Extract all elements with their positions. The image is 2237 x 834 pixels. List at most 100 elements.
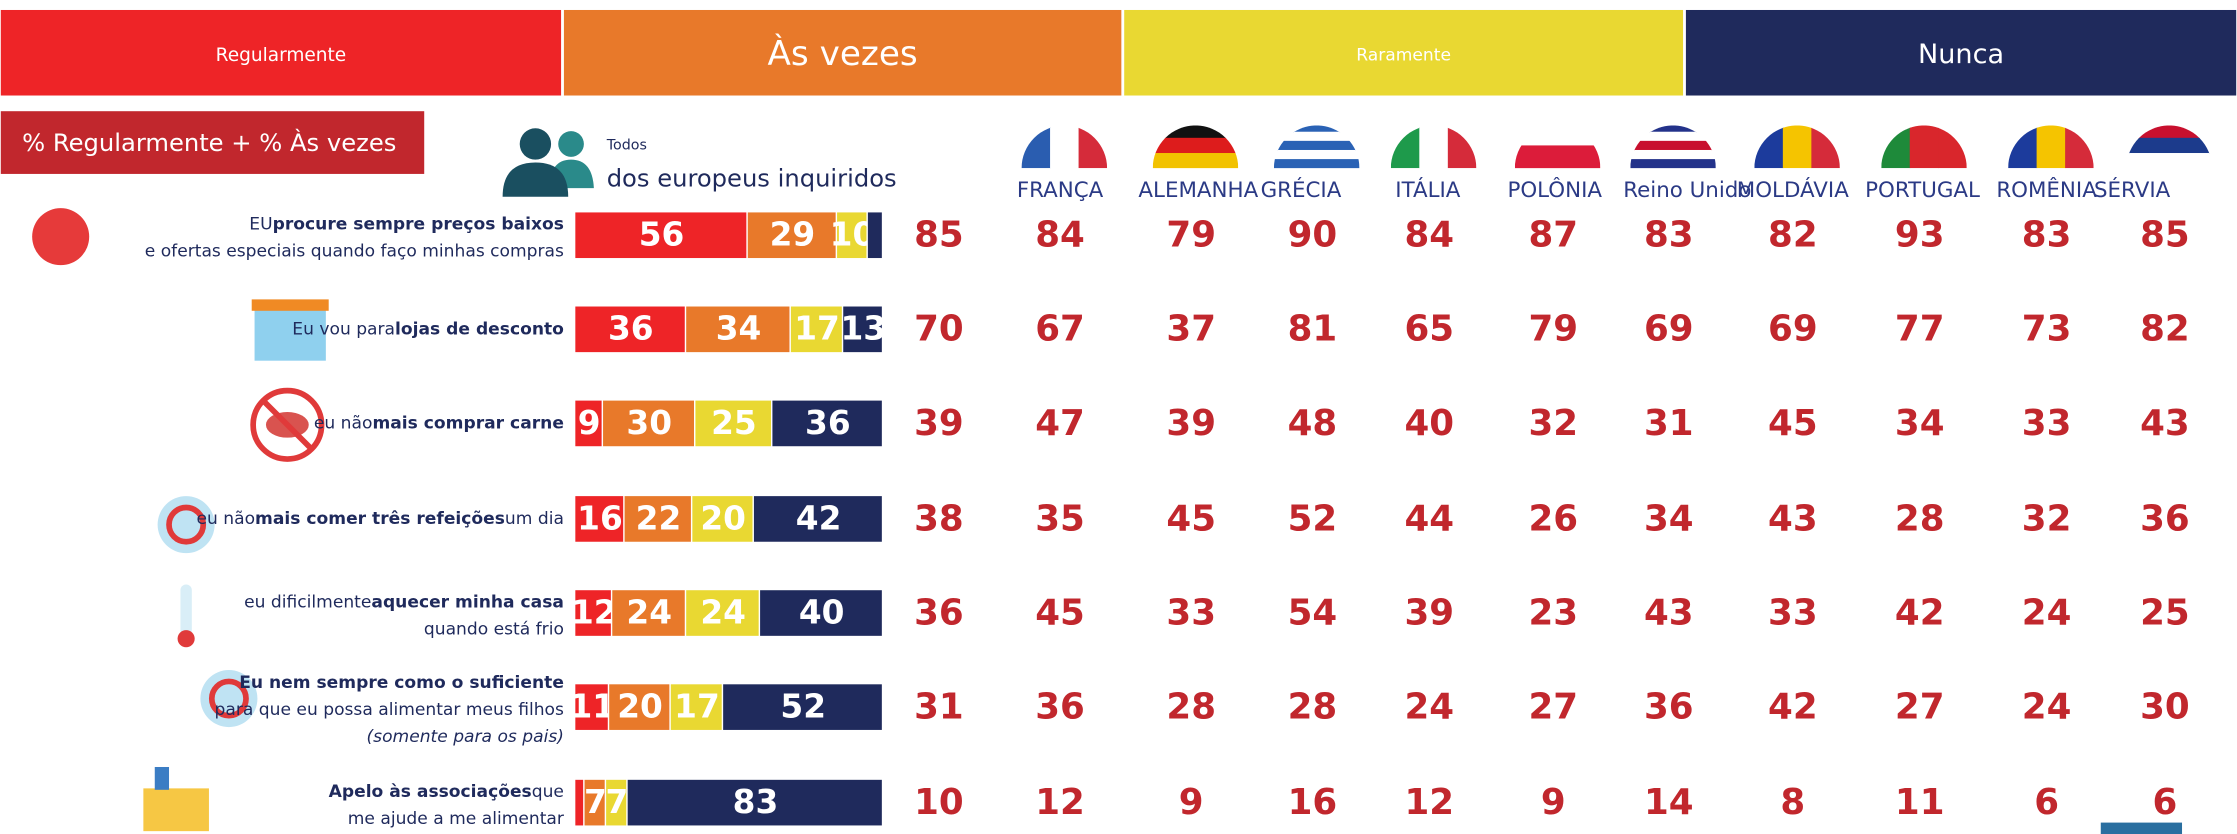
country-value: 35: [1035, 498, 1085, 539]
bar-label: 34: [716, 310, 762, 348]
flag-stripe: [2126, 137, 2212, 154]
flag-stripe: [1811, 125, 1840, 169]
country-label: ALEMANHA: [1138, 178, 1258, 203]
row-label-part: para que eu possa alimentar meus filhos: [215, 700, 564, 720]
row-label: eu nãomais comer três refeiçõesum dia: [196, 509, 563, 529]
total-value: 85: [914, 215, 964, 256]
country-value: 32: [2022, 498, 2072, 539]
country-value: 24: [2022, 687, 2072, 728]
bar-label: 13: [840, 310, 886, 348]
flag-stripe: [1754, 125, 1784, 169]
row-label-part: Apelo às associações: [329, 782, 532, 802]
country-value: 40: [1405, 403, 1455, 444]
country-value: 26: [1529, 498, 1579, 539]
flag-stripe: [1273, 140, 1360, 151]
bar-segment: [575, 306, 685, 353]
country-label: PORTUGAL: [1865, 178, 1980, 203]
bar-segment: [686, 306, 790, 353]
country-value: 82: [2140, 309, 2190, 350]
bar-label: 9: [578, 404, 601, 442]
country-value: 48: [1288, 403, 1338, 444]
flag-stripe: [1881, 125, 1911, 169]
total-value: 36: [914, 592, 964, 633]
row-label-part: e ofertas especiais quando faço minhas c…: [145, 242, 564, 262]
row-label-part: lojas de desconto: [395, 319, 564, 339]
row-label-part: Eu vou para: [292, 319, 395, 339]
country-value: 12: [1035, 782, 1085, 823]
country-label: MOLDÁVIA: [1737, 177, 1849, 203]
bar-label: 56: [639, 216, 685, 254]
bar-segment: [624, 496, 691, 542]
flag: [1881, 125, 1967, 169]
legend-swatch: [1124, 9, 1684, 96]
bar-segment: [627, 779, 882, 826]
country-value: 81: [1288, 309, 1338, 350]
bar-segment: [723, 684, 882, 730]
country-label: FRANÇA: [1017, 178, 1104, 203]
row-label-part: que: [532, 782, 564, 802]
row-label-part: procure sempre preços baixos: [273, 215, 564, 235]
bar-label: 17: [674, 688, 720, 726]
country-label: SÉRVIA: [2094, 177, 2171, 203]
flag: [1514, 125, 1601, 169]
bar-label: 20: [617, 688, 663, 726]
flag-stripe: [1909, 125, 1939, 169]
bar-label: 12: [571, 593, 617, 631]
country-value: 83: [2022, 215, 2072, 256]
row-label-part: mais comprar carne: [372, 413, 563, 433]
flag-stripe: [1630, 149, 1716, 160]
country-value: 36: [1035, 687, 1085, 728]
bar-segment: [575, 590, 611, 636]
row-label: eu nãomais comprar carne: [314, 413, 564, 433]
country-value: 84: [1035, 215, 1085, 256]
bar-segment: [692, 496, 753, 542]
country-value: 12: [1405, 782, 1455, 823]
bar-label: 29: [770, 216, 816, 254]
row-label-part: eu não: [314, 413, 373, 433]
flag-stripe: [1273, 149, 1360, 160]
bar-segment: [670, 684, 722, 730]
country-value: 31: [1644, 403, 1694, 444]
country-value: 44: [1405, 498, 1455, 539]
row-icons: [32, 208, 329, 832]
row-label: quando está frio: [424, 619, 564, 639]
legend-label: Às vezes: [768, 33, 918, 74]
country-value: 24: [1405, 687, 1455, 728]
legend-label: Raramente: [1356, 46, 1451, 66]
country-value: 33: [1768, 592, 1818, 633]
country-value: 30: [2140, 687, 2190, 728]
row-label: eu dificilmenteaquecer minha casa: [244, 592, 564, 612]
country-label: ITÁLIA: [1395, 177, 1461, 203]
badge: % Regularmente + % Às vezes: [22, 128, 396, 157]
country-value: 90: [1288, 215, 1338, 256]
row-label-part: EU: [249, 215, 272, 235]
country-value: 25: [2140, 592, 2190, 633]
flag: [2008, 125, 2094, 169]
bar-segment: [575, 400, 602, 447]
row-label: Eu vou paralojas de desconto: [292, 319, 564, 339]
total-header-top: Todos: [606, 137, 647, 153]
legend-label: Nunca: [1918, 39, 2004, 70]
country-value: 39: [1166, 403, 1216, 444]
flag-stripe: [1782, 125, 1813, 169]
legend-label: Regularmente: [216, 45, 347, 66]
bar-label: 25: [711, 404, 757, 442]
row-label-part: Eu nem sempre como o suficiente: [239, 673, 564, 693]
bar-segment: [575, 779, 584, 826]
flag-stripe: [1152, 153, 1239, 169]
country-label: Reino Unido: [1623, 178, 1751, 203]
country-value: 9: [1541, 782, 1566, 823]
bar-segment: [837, 212, 867, 259]
country-value: 34: [1644, 498, 1694, 539]
row-label-part: quando está frio: [424, 619, 564, 639]
country-value: 8: [1780, 782, 1805, 823]
country-value: 33: [1166, 592, 1216, 633]
bar-label: 52: [780, 688, 826, 726]
country-value: 28: [1288, 687, 1338, 728]
bar-segment: [772, 400, 882, 447]
bar-label: 20: [700, 499, 746, 537]
bar-label: 83: [733, 783, 779, 821]
country-value: 87: [1529, 215, 1579, 256]
country-value: 6: [2153, 782, 2178, 823]
